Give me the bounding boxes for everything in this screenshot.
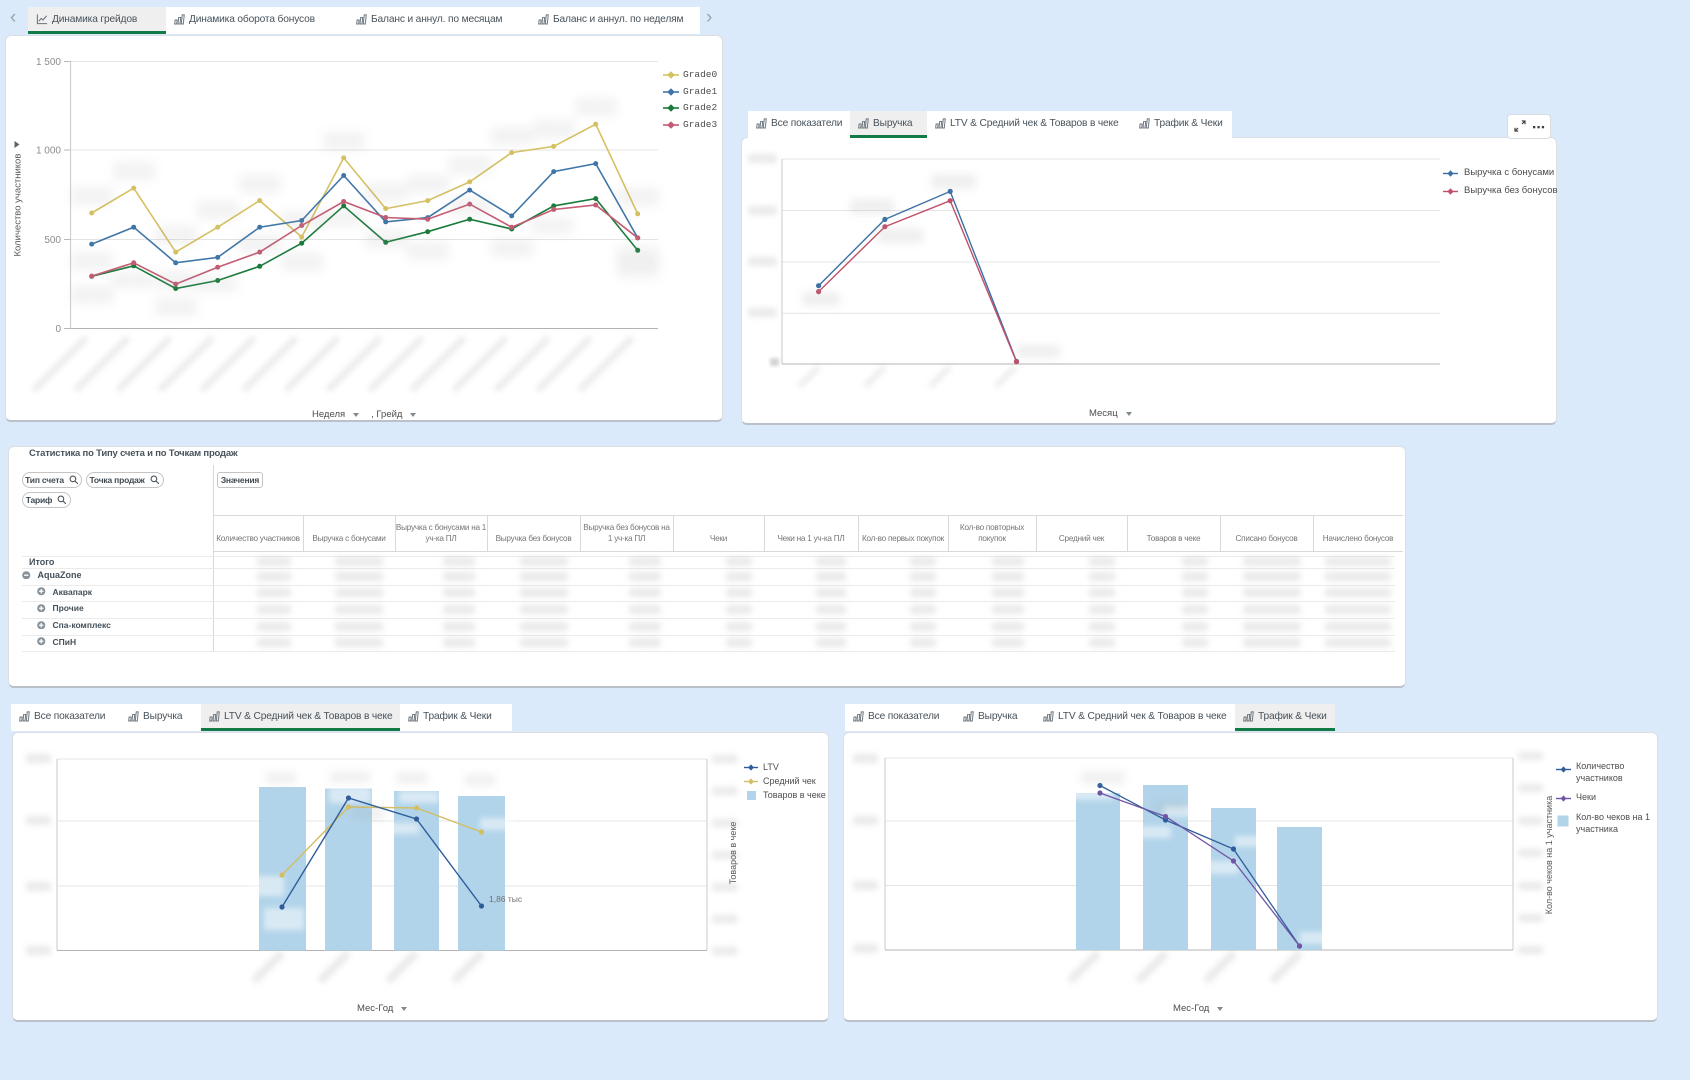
- svg-text:0: 0: [55, 324, 61, 335]
- svg-text:500: 500: [44, 235, 61, 246]
- svg-text:1 000: 1 000: [36, 146, 61, 157]
- svg-text:1 500: 1 500: [36, 57, 61, 68]
